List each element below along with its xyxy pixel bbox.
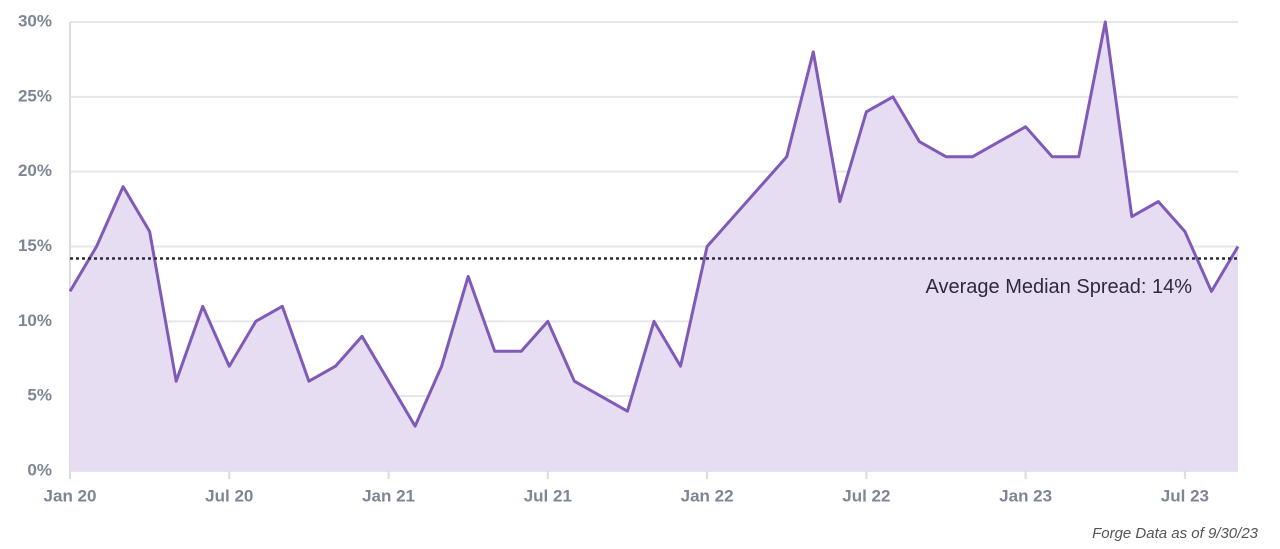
average-label: Average Median Spread: 14%: [926, 276, 1193, 298]
line: [68, 20, 1240, 428]
x-tick-label: Jul 23: [1161, 486, 1209, 505]
area-fill: [70, 22, 1238, 471]
y-tick-label: 10%: [18, 311, 52, 330]
x-tick-label: Jan 21: [362, 486, 415, 505]
y-tick-label: 25%: [18, 86, 52, 105]
x-tick-label: Jul 22: [842, 486, 890, 505]
x-tick-label: Jan 23: [999, 486, 1052, 505]
x-tick-label: Jan 22: [681, 486, 734, 505]
x-tick-label: Jul 20: [205, 486, 253, 505]
y-tick-label: 5%: [27, 386, 52, 405]
source-note: Forge Data as of 9/30/23: [1092, 525, 1259, 542]
x-tick-label: Jan 20: [44, 486, 97, 505]
y-tick-label: 30%: [18, 11, 52, 30]
y-tick-label: 15%: [18, 236, 52, 255]
y-tick-label: 20%: [18, 161, 52, 180]
y-tick-label: 0%: [27, 460, 52, 479]
x-tick-label: Jul 21: [524, 486, 572, 505]
